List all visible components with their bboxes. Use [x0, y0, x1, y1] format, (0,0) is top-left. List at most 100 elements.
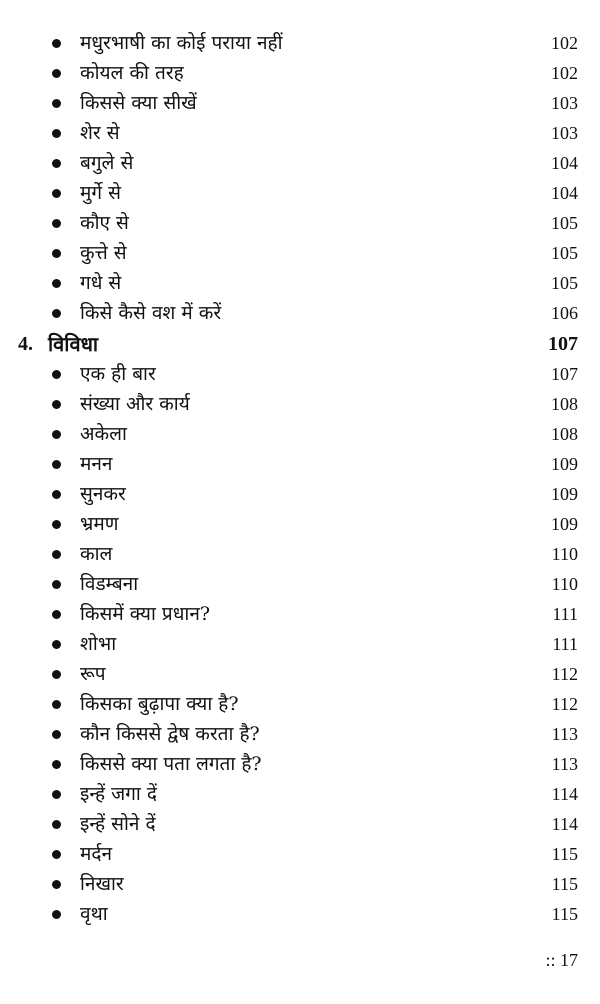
- toc-entry[interactable]: निखार 115: [0, 869, 600, 899]
- bullet-icon: [52, 370, 61, 379]
- toc-entry[interactable]: कौन किससे द्वेष करता है? 113: [0, 719, 600, 749]
- bullet-icon: [52, 880, 61, 889]
- toc-entry[interactable]: मधुरभाषी का कोई पराया नहीं 102: [0, 28, 600, 58]
- entry-title: विडम्बना: [80, 573, 139, 595]
- entry-page: 104: [551, 153, 578, 173]
- toc-entry[interactable]: अकेला 108: [0, 419, 600, 449]
- entry-title: कोयल की तरह: [80, 62, 184, 84]
- bullet-icon: [52, 279, 61, 288]
- bullet-icon: [52, 309, 61, 318]
- entry-title: मुर्गे से: [80, 182, 121, 204]
- toc-entry[interactable]: विडम्बना 110: [0, 569, 600, 599]
- toc-entry[interactable]: शोभा 111: [0, 629, 600, 659]
- toc-entry[interactable]: संख्या और कार्य 108: [0, 389, 600, 419]
- entry-title: किसका बुढ़ापा क्या है?: [80, 693, 239, 715]
- entry-title: किससे क्या सीखें: [80, 92, 197, 114]
- entry-page: 109: [551, 484, 578, 504]
- toc-entry[interactable]: किससे क्या पता लगता है? 113: [0, 749, 600, 779]
- entry-title: वृथा: [80, 903, 108, 925]
- toc-entry[interactable]: कोयल की तरह 102: [0, 58, 600, 88]
- toc-entry[interactable]: गधे से 105: [0, 268, 600, 298]
- bullet-icon: [52, 219, 61, 228]
- entry-page: 115: [551, 844, 578, 864]
- entry-title: किसे कैसे वश में करें: [80, 302, 222, 324]
- entry-page: 115: [551, 874, 578, 894]
- bullet-icon: [52, 69, 61, 78]
- entry-title: कौए से: [80, 212, 129, 234]
- toc-entry[interactable]: कौए से 105: [0, 208, 600, 238]
- bullet-icon: [52, 670, 61, 679]
- toc-entry[interactable]: मर्दन 115: [0, 839, 600, 869]
- toc-entry[interactable]: काल 110: [0, 539, 600, 569]
- toc-entry[interactable]: शेर से 103: [0, 118, 600, 148]
- entry-title: मनन: [80, 453, 113, 475]
- toc-entry[interactable]: इन्हें सोने दें 114: [0, 809, 600, 839]
- entry-page: 113: [551, 754, 578, 774]
- entry-page: 109: [551, 454, 578, 474]
- bullet-icon: [52, 760, 61, 769]
- toc-entry[interactable]: रूप 112: [0, 659, 600, 689]
- entry-title: शोभा: [80, 633, 117, 655]
- bullet-icon: [52, 550, 61, 559]
- entry-title: सुनकर: [80, 483, 126, 505]
- entry-page: 112: [551, 694, 578, 714]
- entry-page: 102: [551, 63, 578, 83]
- bullet-icon: [52, 730, 61, 739]
- toc-entry[interactable]: मनन 109: [0, 449, 600, 479]
- entry-title: काल: [80, 543, 113, 565]
- toc-entry[interactable]: कुत्ते से 105: [0, 238, 600, 268]
- toc-entry[interactable]: किसे कैसे वश में करें 106: [0, 298, 600, 328]
- bullet-icon: [52, 430, 61, 439]
- toc-entry[interactable]: एक ही बार 107: [0, 359, 600, 389]
- entry-page: 103: [551, 123, 578, 143]
- chapter-heading[interactable]: 4. विविधा 107: [0, 329, 600, 359]
- toc-entry[interactable]: सुनकर 109: [0, 479, 600, 509]
- page-number-footer: :: 17: [545, 950, 578, 970]
- entry-page: 104: [551, 183, 578, 203]
- toc-entry[interactable]: इन्हें जगा दें 114: [0, 779, 600, 809]
- entry-page: 105: [551, 213, 578, 233]
- entry-title: कुत्ते से: [80, 242, 127, 264]
- entry-title: इन्हें सोने दें: [80, 813, 156, 835]
- bullet-icon: [52, 39, 61, 48]
- entry-title: मधुरभाषी का कोई पराया नहीं: [80, 32, 283, 54]
- bullet-icon: [52, 520, 61, 529]
- entry-page: 113: [551, 724, 578, 744]
- entry-title: एक ही बार: [80, 363, 156, 385]
- bullet-icon: [52, 580, 61, 589]
- bullet-icon: [52, 820, 61, 829]
- bullet-icon: [52, 249, 61, 258]
- toc-entry[interactable]: किससे क्या सीखें 103: [0, 88, 600, 118]
- entry-title: शेर से: [80, 122, 120, 144]
- bullet-icon: [52, 460, 61, 469]
- entry-page: 111: [552, 604, 578, 624]
- entry-title: अकेला: [80, 423, 127, 445]
- entry-title: मर्दन: [80, 843, 112, 865]
- entry-page: 112: [551, 664, 578, 684]
- toc-entry[interactable]: किसका बुढ़ापा क्या है? 112: [0, 689, 600, 719]
- entry-page: 108: [551, 424, 578, 444]
- chapter-page: 107: [548, 333, 578, 355]
- entry-title: किससे क्या पता लगता है?: [80, 753, 262, 775]
- bullet-icon: [52, 159, 61, 168]
- entry-title: कौन किससे द्वेष करता है?: [80, 723, 260, 745]
- toc-entry[interactable]: बगुले से 104: [0, 148, 600, 178]
- entry-page: 114: [551, 784, 578, 804]
- chapter-number: 4.: [18, 333, 33, 355]
- bullet-icon: [52, 99, 61, 108]
- entry-title: किसमें क्या प्रधान?: [80, 603, 211, 625]
- entry-title: गधे से: [80, 272, 122, 294]
- toc-entry[interactable]: भ्रमण 109: [0, 509, 600, 539]
- entry-page: 107: [551, 364, 578, 384]
- entry-page: 110: [551, 574, 578, 594]
- toc-entry[interactable]: वृथा 115: [0, 899, 600, 929]
- entry-page: 109: [551, 514, 578, 534]
- toc-entry[interactable]: मुर्गे से 104: [0, 178, 600, 208]
- bullet-icon: [52, 189, 61, 198]
- entry-page: 106: [551, 303, 578, 323]
- bullet-icon: [52, 790, 61, 799]
- bullet-icon: [52, 640, 61, 649]
- entry-page: 103: [551, 93, 578, 113]
- toc-entry[interactable]: किसमें क्या प्रधान? 111: [0, 599, 600, 629]
- bullet-icon: [52, 129, 61, 138]
